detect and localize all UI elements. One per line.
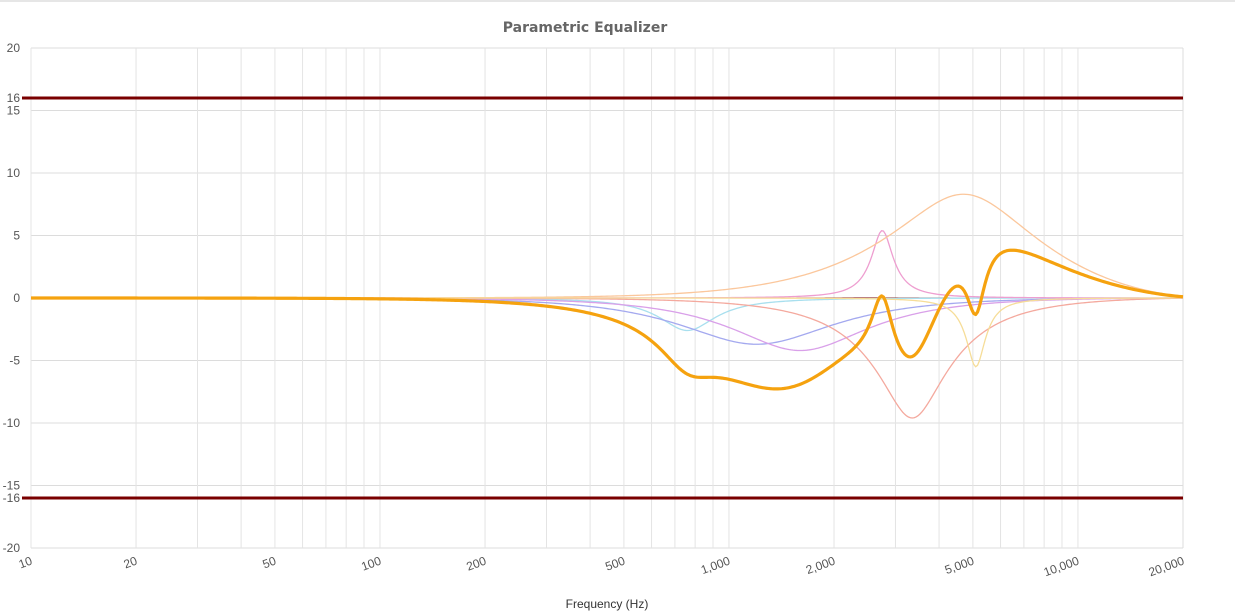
x-tick-label: 2,000 xyxy=(804,554,837,578)
y-axis-ticks: 20 15 10 5 0 -5 -10 -15 -20 16 -16 xyxy=(3,41,21,555)
x-tick-label: 10 xyxy=(17,554,35,572)
band-curve-pink xyxy=(31,230,1183,299)
y-tick-label: 10 xyxy=(7,166,21,180)
x-axis-label: Frequency (Hz) xyxy=(566,597,649,611)
x-axis-ticks: 10 20 50 100 200 500 1,000 2,000 5,000 10,000 20,0… xyxy=(17,554,1187,580)
y-tick-label: 15 xyxy=(7,104,21,118)
top-border xyxy=(0,0,1235,2)
x-tick-label: 200 xyxy=(464,554,488,574)
limit-line-label: -16 xyxy=(3,491,21,505)
y-tick-label: 20 xyxy=(7,41,21,55)
limit-line-label: 16 xyxy=(7,91,21,105)
y-tick-label: -20 xyxy=(3,541,21,555)
band-curve-violet xyxy=(31,297,1184,352)
x-tick-label: 500 xyxy=(603,554,627,574)
band-curve-peach xyxy=(31,193,1184,299)
chart-title: Parametric Equalizer xyxy=(503,20,668,36)
x-tick-label: 5,000 xyxy=(943,554,976,578)
y-tick-label: 5 xyxy=(13,229,20,243)
limit-lines xyxy=(22,96,1183,500)
total-response-curve xyxy=(31,248,1184,391)
y-tick-label: 0 xyxy=(13,291,20,305)
x-tick-label: 20,000 xyxy=(1147,554,1187,580)
curves xyxy=(31,193,1184,419)
band-curve-salmon xyxy=(31,297,1184,419)
x-tick-label: 50 xyxy=(261,554,279,572)
y-tick-label: -10 xyxy=(3,416,21,430)
x-tick-label: 1,000 xyxy=(699,554,732,578)
x-tick-label: 20 xyxy=(122,554,140,572)
y-tick-label: -15 xyxy=(3,479,21,493)
x-tick-label: 10,000 xyxy=(1042,554,1082,580)
x-tick-label: 100 xyxy=(359,554,383,574)
y-tick-label: -5 xyxy=(9,354,20,368)
